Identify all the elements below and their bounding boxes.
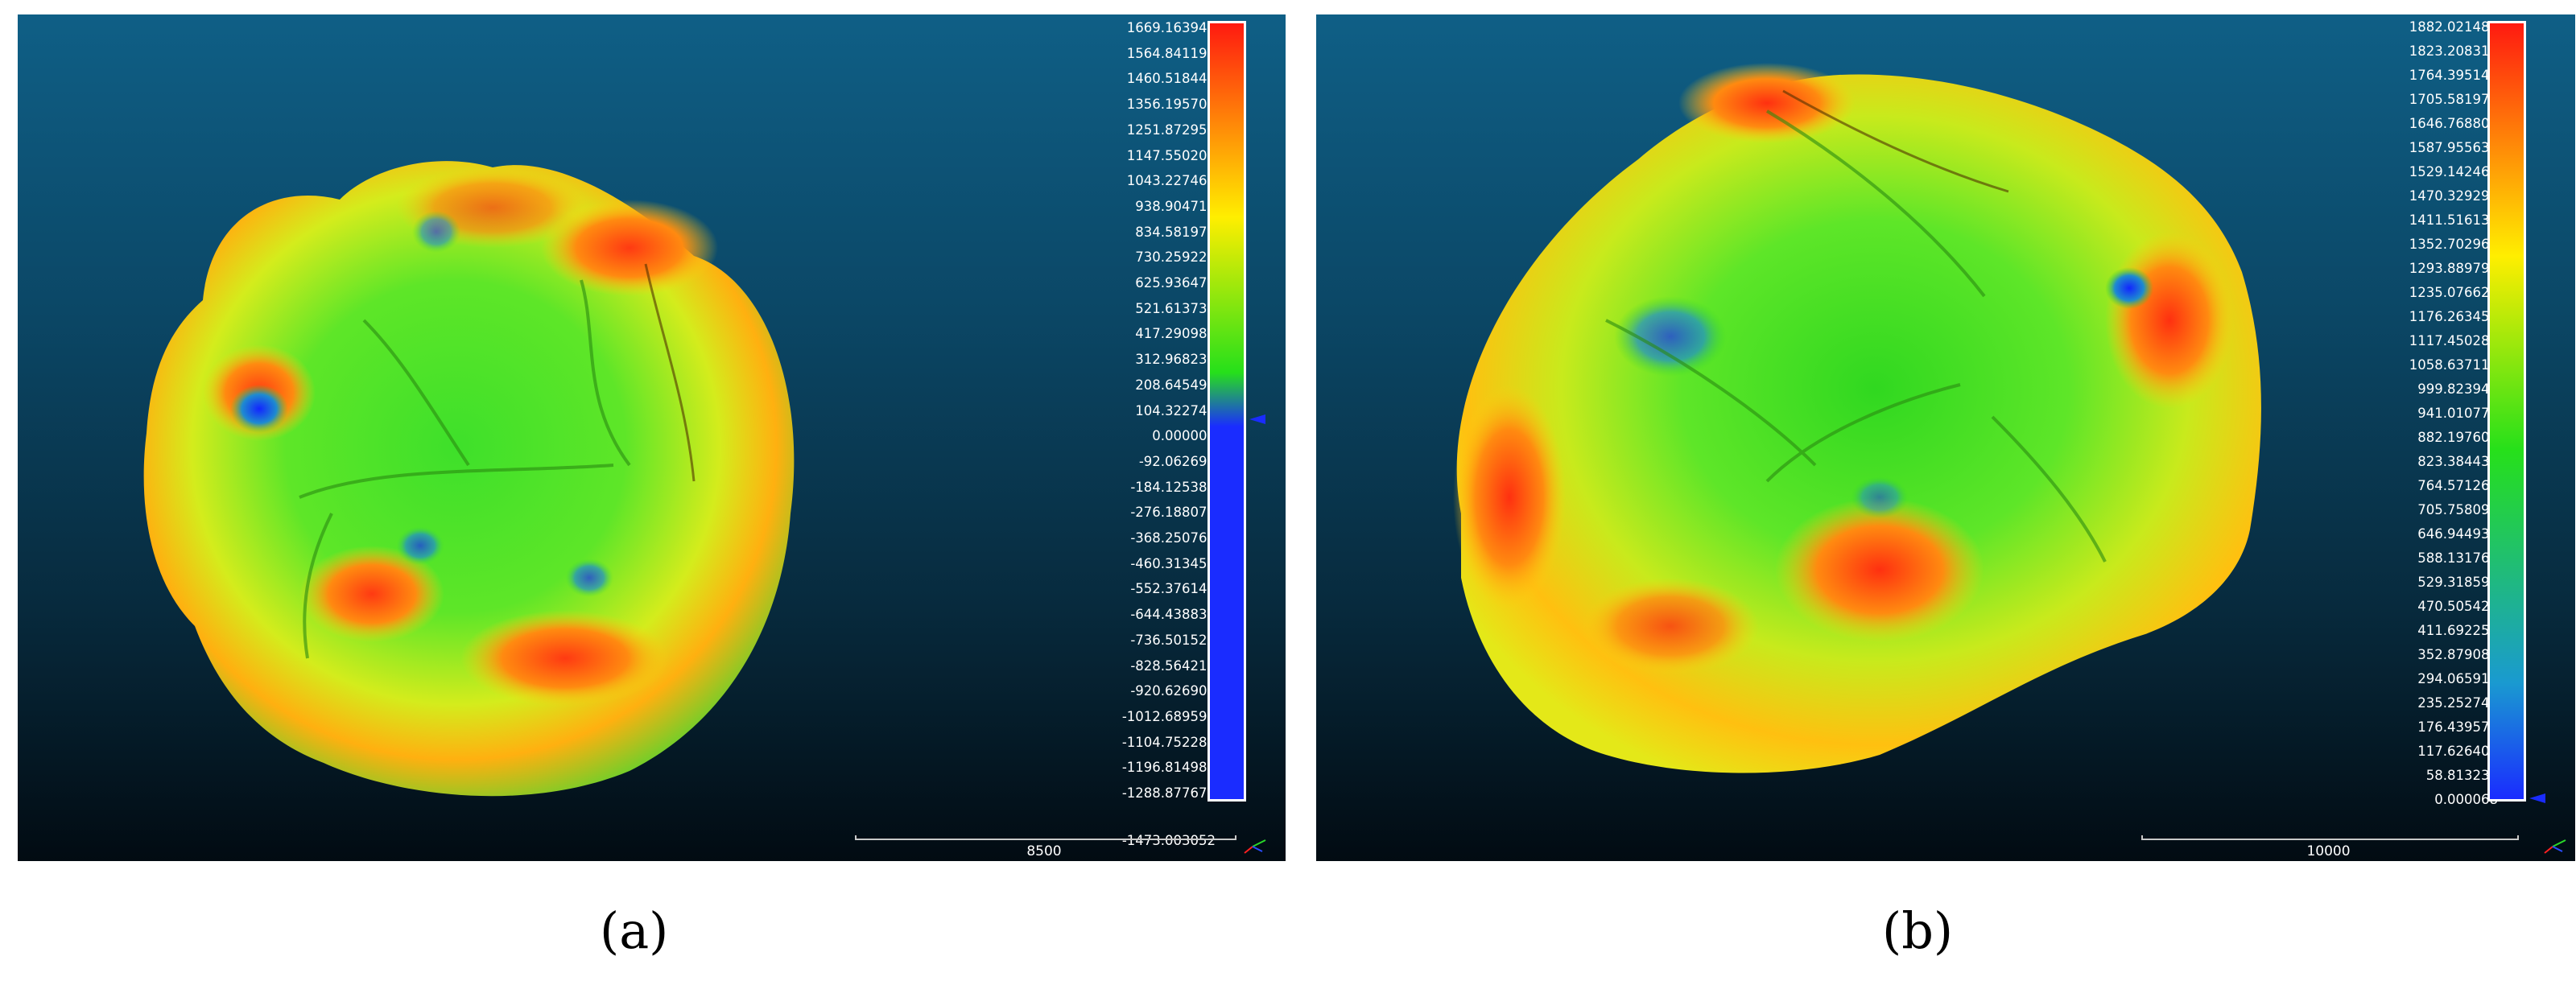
axis-triad-icon-b	[2544, 839, 2566, 854]
scale-tick-label: 625.936478	[1135, 275, 1216, 291]
scale-tick-label: 705.758099	[2417, 502, 2498, 517]
scale-tick-label: 1764.395146	[2409, 68, 2498, 83]
scale-tick-label: 764.571268	[2417, 478, 2498, 493]
scale-tick-label: 1587.955638	[2409, 140, 2498, 155]
scale-tick-label: 1470.329299	[2409, 188, 2498, 204]
scale-tick-label: 1823.208315	[2409, 43, 2498, 59]
scale-tick-label: 352.879083	[2417, 647, 2498, 662]
scale-tick-label: 529.318591	[2417, 575, 2498, 590]
scale-tick-label: -828.564217	[1130, 657, 1216, 674]
scale-tick-label: 1669.163940	[1126, 20, 1216, 35]
scale-tick-label: 104.322746	[1135, 402, 1216, 418]
scale-tick-label: 417.290985	[1135, 326, 1216, 342]
scale-tick-label: -736.501526	[1130, 632, 1216, 648]
scale-tick-label: 1176.263453	[2409, 309, 2498, 324]
scale-tick-label: 1251.872955	[1126, 122, 1216, 138]
caption-b: (b)	[1882, 901, 1954, 960]
scale-tick-label: 521.613731	[1135, 300, 1216, 316]
scale-tick-label: -276.188072	[1130, 505, 1216, 521]
viewport-b[interactable]: 1882.021484 1823.208315 1764.395146 1705.58…	[1316, 14, 2575, 861]
tooth-mesh-a[interactable]	[18, 14, 1286, 861]
color-scale-labels-a: 1669.163940 1564.841194 1460.518448 1356.19…	[1030, 14, 1216, 861]
scale-tick-label: 1058.637115	[2409, 357, 2498, 373]
scale-tick-label: 882.197607	[2417, 430, 2498, 445]
scale-tick-label: -920.626907	[1130, 683, 1216, 699]
scale-bar-b	[2141, 835, 2519, 840]
scale-tick-label: 941.010776	[2417, 406, 2498, 421]
color-scale-labels-b: 1882.021484 1823.208315 1764.395146 1705.58…	[2313, 14, 2498, 861]
scale-tick-label: 1529.142469	[2409, 164, 2498, 179]
scale-tick-label: 411.692253	[2417, 623, 2498, 638]
color-scale-bar-b	[2487, 21, 2526, 802]
scale-bar-label-b: 10000	[2306, 843, 2351, 859]
scale-tick-label: -1104.752289	[1121, 734, 1216, 750]
scale-tick-label: 208.645493	[1135, 377, 1216, 393]
scale-tick-label: 1646.768807	[2409, 116, 2498, 131]
scale-tick-label: -368.250763	[1130, 530, 1216, 546]
scale-tick-label: -92.062691	[1138, 453, 1216, 469]
scale-tick-label: -184.125381	[1130, 479, 1216, 495]
scale-tick-label: 1356.195702	[1126, 97, 1216, 113]
scale-tick-label: -1473.003052	[1121, 832, 1216, 848]
scale-tick-label: 1705.581977	[2409, 92, 2498, 107]
scale-tick-label: 999.823945	[2417, 381, 2498, 397]
scale-tick-label: 235.252745	[2417, 695, 2498, 711]
scale-tick-label: 823.384438	[2417, 454, 2498, 469]
axis-triad-icon-a	[1244, 839, 1266, 854]
scale-tick-label: 646.944930	[2417, 526, 2498, 542]
tooth-mesh-b[interactable]	[1316, 14, 2575, 861]
scale-tick-label: 1043.227463	[1126, 173, 1216, 189]
viewport-a[interactable]: 1669.163940 1564.841194 1460.518448 1356.19…	[18, 14, 1286, 861]
scale-tick-label: -1012.689598	[1121, 708, 1216, 724]
scale-tick-label: 1882.021484	[2409, 19, 2498, 35]
scale-tick-label: 1564.841194	[1126, 45, 1216, 61]
scale-tick-label: -552.376144	[1130, 581, 1216, 597]
zero-level-marker-a	[1249, 414, 1265, 424]
scale-tick-label: 294.065914	[2417, 671, 2498, 686]
scale-tick-label: 176.439576	[2417, 719, 2498, 735]
scale-tick-label: 1352.702961	[2409, 237, 2498, 252]
scale-tick-label: -644.438835	[1130, 607, 1216, 623]
scale-tick-label: 312.968239	[1135, 352, 1216, 368]
scale-tick-label: 1147.550209	[1126, 147, 1216, 163]
scale-bar-label-a: 8500	[1026, 843, 1062, 859]
caption-a: (a)	[600, 901, 669, 960]
scale-tick-label: -460.313454	[1130, 555, 1216, 571]
scale-tick-label: 938.904716	[1135, 198, 1216, 214]
zero-level-marker-b	[2529, 793, 2545, 803]
scale-tick-label: -1196.814980	[1121, 760, 1216, 776]
scale-tick-label: 834.581970	[1135, 224, 1216, 240]
scale-tick-label: 1411.516130	[2409, 212, 2498, 228]
scale-tick-label: 1460.518448	[1126, 71, 1216, 87]
scale-tick-label: 1293.889792	[2409, 261, 2498, 276]
scale-tick-label: 1235.076622	[2409, 285, 2498, 300]
scale-tick-label: 588.131760	[2417, 550, 2498, 566]
scale-tick-label: -1288.877670	[1121, 785, 1216, 801]
scale-tick-label: 470.505422	[2417, 599, 2498, 614]
scale-tick-label: 1117.450284	[2409, 333, 2498, 348]
scale-tick-label: 0.000000	[1152, 428, 1216, 444]
scale-tick-label: 117.626406	[2417, 744, 2498, 759]
scale-tick-label: 0.000068	[2434, 792, 2498, 807]
color-scale-bar-a	[1208, 21, 1246, 802]
scale-bar-a	[855, 835, 1236, 840]
scale-tick-label: 730.259224	[1135, 249, 1216, 266]
scale-tick-label: 58.813237	[2425, 768, 2498, 783]
